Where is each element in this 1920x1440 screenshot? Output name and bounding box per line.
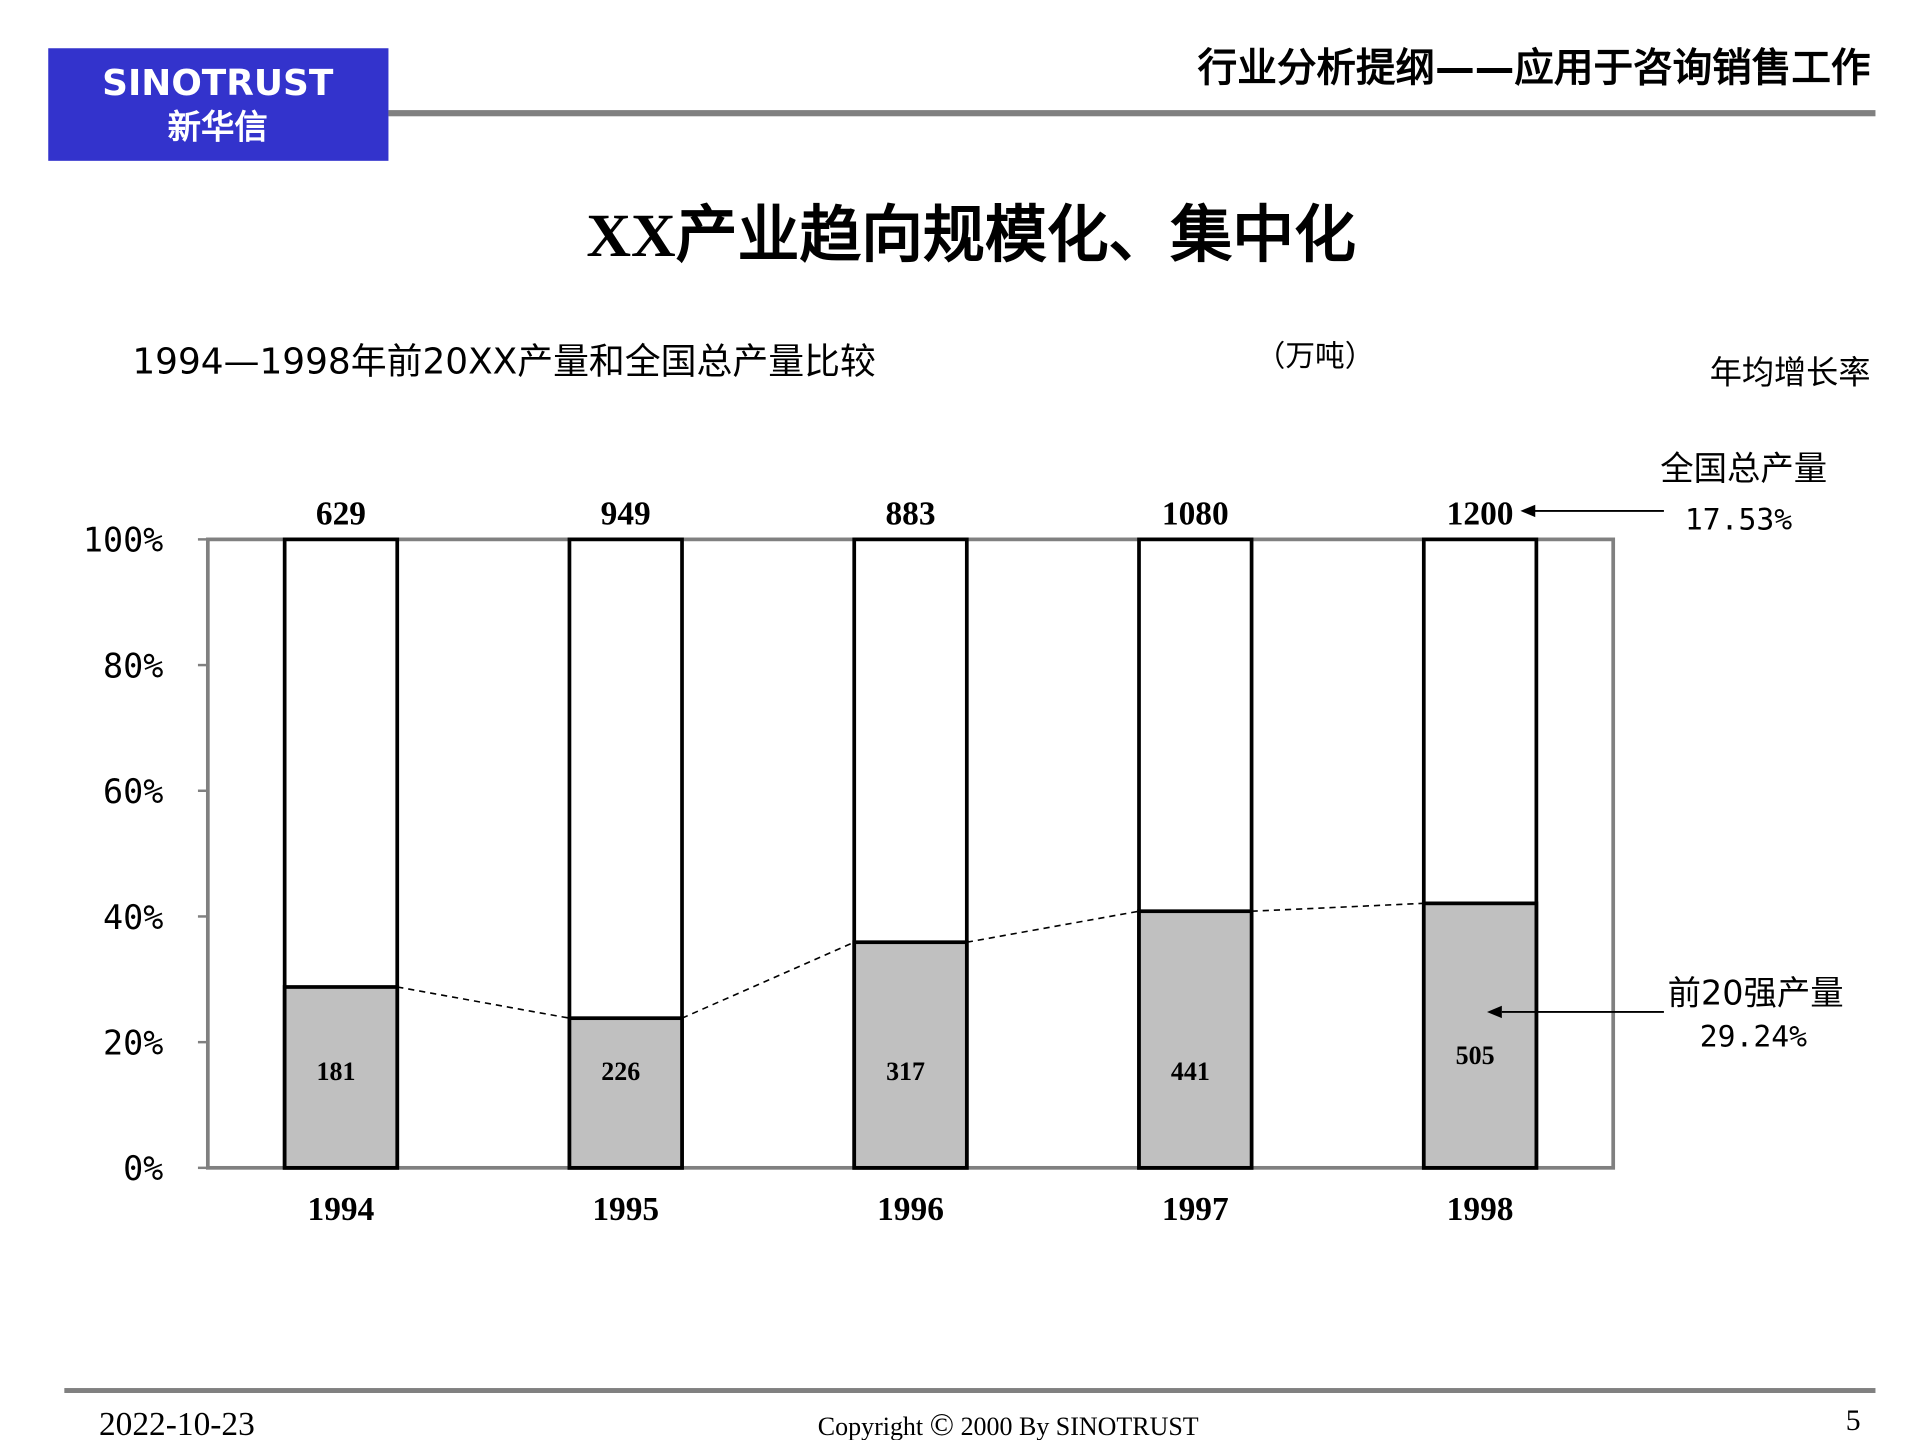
top20-label: 226 <box>601 1057 640 1086</box>
y-tick-label: 40% <box>103 898 163 937</box>
bar-top20 <box>852 940 969 1170</box>
top20-label: 181 <box>317 1057 356 1086</box>
y-tick-label: 60% <box>103 772 163 811</box>
x-tick-label: 1994 <box>308 1191 375 1228</box>
trend-line <box>397 986 570 1019</box>
chart-unit: （万吨） <box>1256 339 1375 374</box>
total-label: 883 <box>885 496 935 533</box>
x-tick-label: 1995 <box>592 1191 659 1228</box>
x-tick-label: 1998 <box>1447 1191 1514 1228</box>
y-tick-label: 100% <box>83 521 163 560</box>
total-label: 949 <box>601 496 651 533</box>
logo-text-cn: 新华信 <box>168 108 268 147</box>
slide-title: XX产业趋向规模化、集中化 <box>586 202 1356 270</box>
top20-label: 441 <box>1171 1057 1210 1086</box>
logo-text-en: SINOTRUST <box>102 63 334 104</box>
footer-copyright: Copyright © 2000 By SINOTRUST <box>818 1406 1199 1440</box>
footer-rule <box>64 1388 1876 1393</box>
top20-label: 317 <box>886 1057 925 1086</box>
chart-title: 1994—1998年前20XX产量和全国总产量比较 <box>132 342 875 383</box>
bar-top20 <box>282 985 400 1170</box>
annotation-top20-value: 29.24% <box>1700 1020 1807 1055</box>
total-label: 1200 <box>1447 496 1514 533</box>
y-tick-label: 0% <box>123 1149 163 1188</box>
footer-date: 2022-10-23 <box>99 1406 255 1440</box>
y-tick-label: 80% <box>103 646 163 685</box>
trend-line <box>966 910 1140 944</box>
bar-top20 <box>567 1016 684 1170</box>
total-label: 1080 <box>1162 496 1229 533</box>
chart: 0% 20% 40% 60% 80% 100% 629 181 1994 949 226 1995 88… <box>83 496 1616 1228</box>
annotation-top20-label: 前20强产量 <box>1668 974 1844 1013</box>
x-tick-label: 1997 <box>1162 1191 1229 1228</box>
total-label: 629 <box>316 496 366 533</box>
x-tick-label: 1996 <box>877 1191 944 1228</box>
header-title: 行业分析提纲——应用于咨询销售工作 <box>1198 46 1871 92</box>
arrowhead-icon <box>1487 1005 1502 1019</box>
page-number: 5 <box>1846 1405 1861 1437</box>
annotation-total-label: 全国总产量 <box>1660 449 1827 488</box>
arrowhead-icon <box>1520 504 1536 518</box>
header-rule <box>388 110 1876 117</box>
bar-top20 <box>1421 901 1539 1170</box>
top20-label: 505 <box>1456 1041 1495 1070</box>
logo-box <box>48 48 389 161</box>
growth-header: 年均增长率 <box>1710 354 1871 392</box>
annotation-total-value: 17.53% <box>1685 502 1792 537</box>
bar-top20 <box>1137 909 1254 1170</box>
trend-line <box>681 941 855 1019</box>
y-tick-label: 20% <box>103 1024 163 1063</box>
